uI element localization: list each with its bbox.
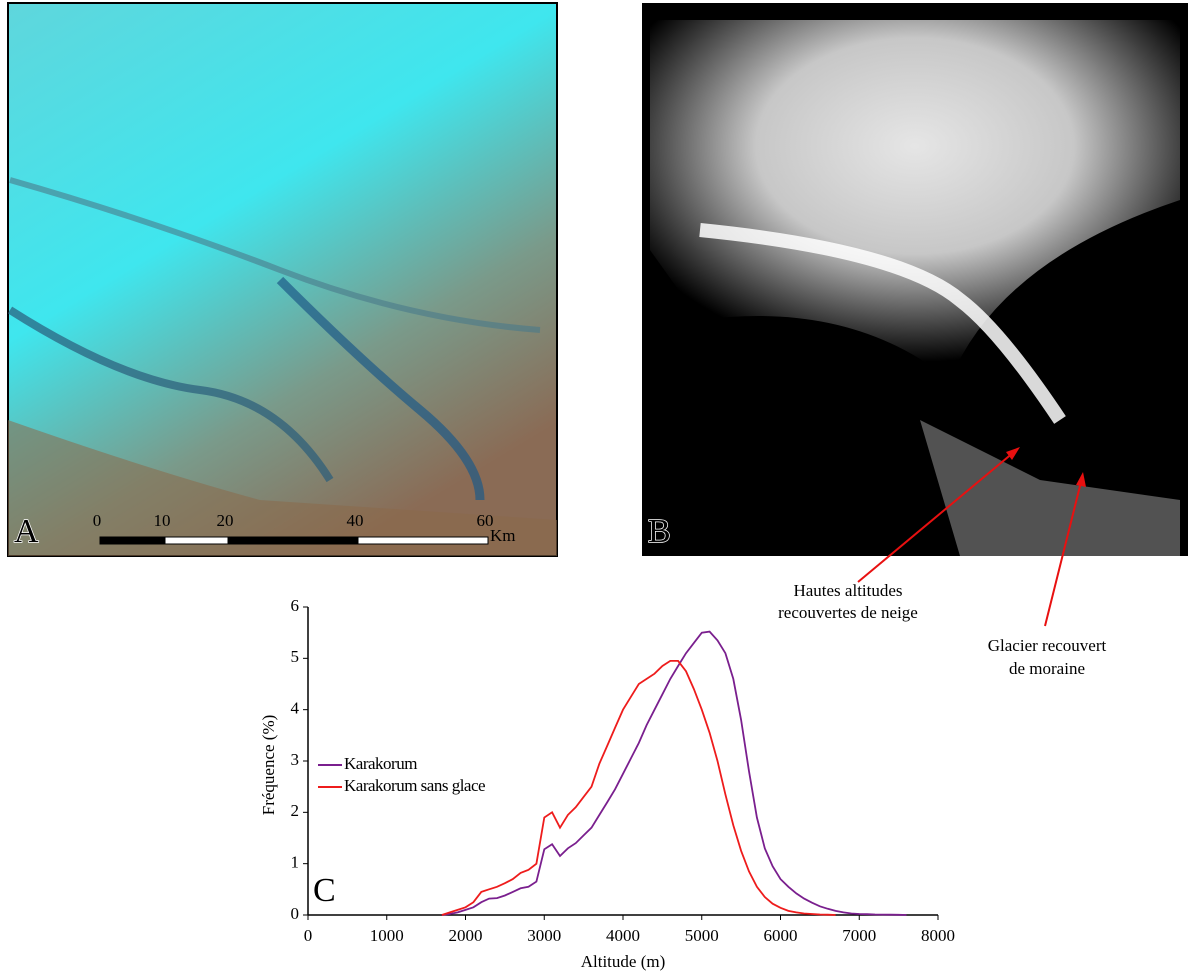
x-tick-label: 0 (304, 926, 313, 945)
x-tick-label: 6000 (764, 926, 798, 945)
y-tick-label: 4 (291, 699, 300, 718)
scale-segment (227, 536, 359, 545)
arrow (1044, 481, 1082, 627)
x-tick-label: 7000 (842, 926, 876, 945)
scale-segment (164, 536, 229, 545)
valley (7, 306, 334, 483)
scale-label: 10 (154, 511, 171, 530)
glacier (276, 276, 485, 501)
terrain (8, 420, 557, 556)
arrows (857, 447, 1086, 627)
x-tick-label: 2000 (449, 926, 483, 945)
scale-segment (357, 536, 489, 545)
scale-segment (99, 536, 166, 545)
panel-label: B (648, 513, 671, 550)
x-tick-label: 5000 (685, 926, 719, 945)
panel-label: C (313, 872, 336, 909)
legend-label: Karakorum (344, 754, 417, 773)
annotation: de moraine (1009, 659, 1085, 678)
annotation: recouvertes de neige (778, 603, 918, 622)
x-tick-label: 4000 (606, 926, 640, 945)
chart: Fréquence (%) Altitude (m) C 0 1 2 3 4 5 6 0 100… (259, 596, 955, 971)
x-axis-label: Altitude (m) (581, 952, 666, 971)
scale-label: 40 (347, 511, 364, 530)
y-tick-label: 3 (291, 750, 300, 769)
y-tick-label: 6 (291, 596, 300, 615)
y-tick-label: 2 (291, 801, 300, 820)
arrow-head (1076, 472, 1086, 487)
y-tick-label: 1 (291, 853, 300, 872)
panel-b: B (642, 3, 1188, 556)
y-tick-label: 0 (291, 904, 300, 923)
series-line (441, 630, 907, 916)
snow (920, 420, 1180, 556)
arrow (857, 451, 1015, 583)
annotation: Glacier recouvert (988, 636, 1107, 655)
scale-label: 0 (93, 511, 102, 530)
legend-label: Karakorum sans glace (344, 776, 485, 795)
x-tick-label: 1000 (370, 926, 404, 945)
y-tick-label: 5 (291, 647, 300, 666)
annotation: Hautes altitudes (793, 581, 902, 600)
snow (650, 20, 1180, 380)
x-tick-label: 8000 (921, 926, 955, 945)
y-axis-label: Fréquence (%) (259, 715, 278, 816)
valley (9, 177, 541, 333)
panel-label: A (14, 513, 39, 550)
series-line (441, 660, 836, 916)
x-tick-label: 3000 (527, 926, 561, 945)
scale-label: 60 (477, 511, 494, 530)
scale-label: 20 (217, 511, 234, 530)
arrow-head (1006, 447, 1020, 460)
snow (699, 223, 1066, 424)
scale-unit: Km (490, 526, 516, 545)
